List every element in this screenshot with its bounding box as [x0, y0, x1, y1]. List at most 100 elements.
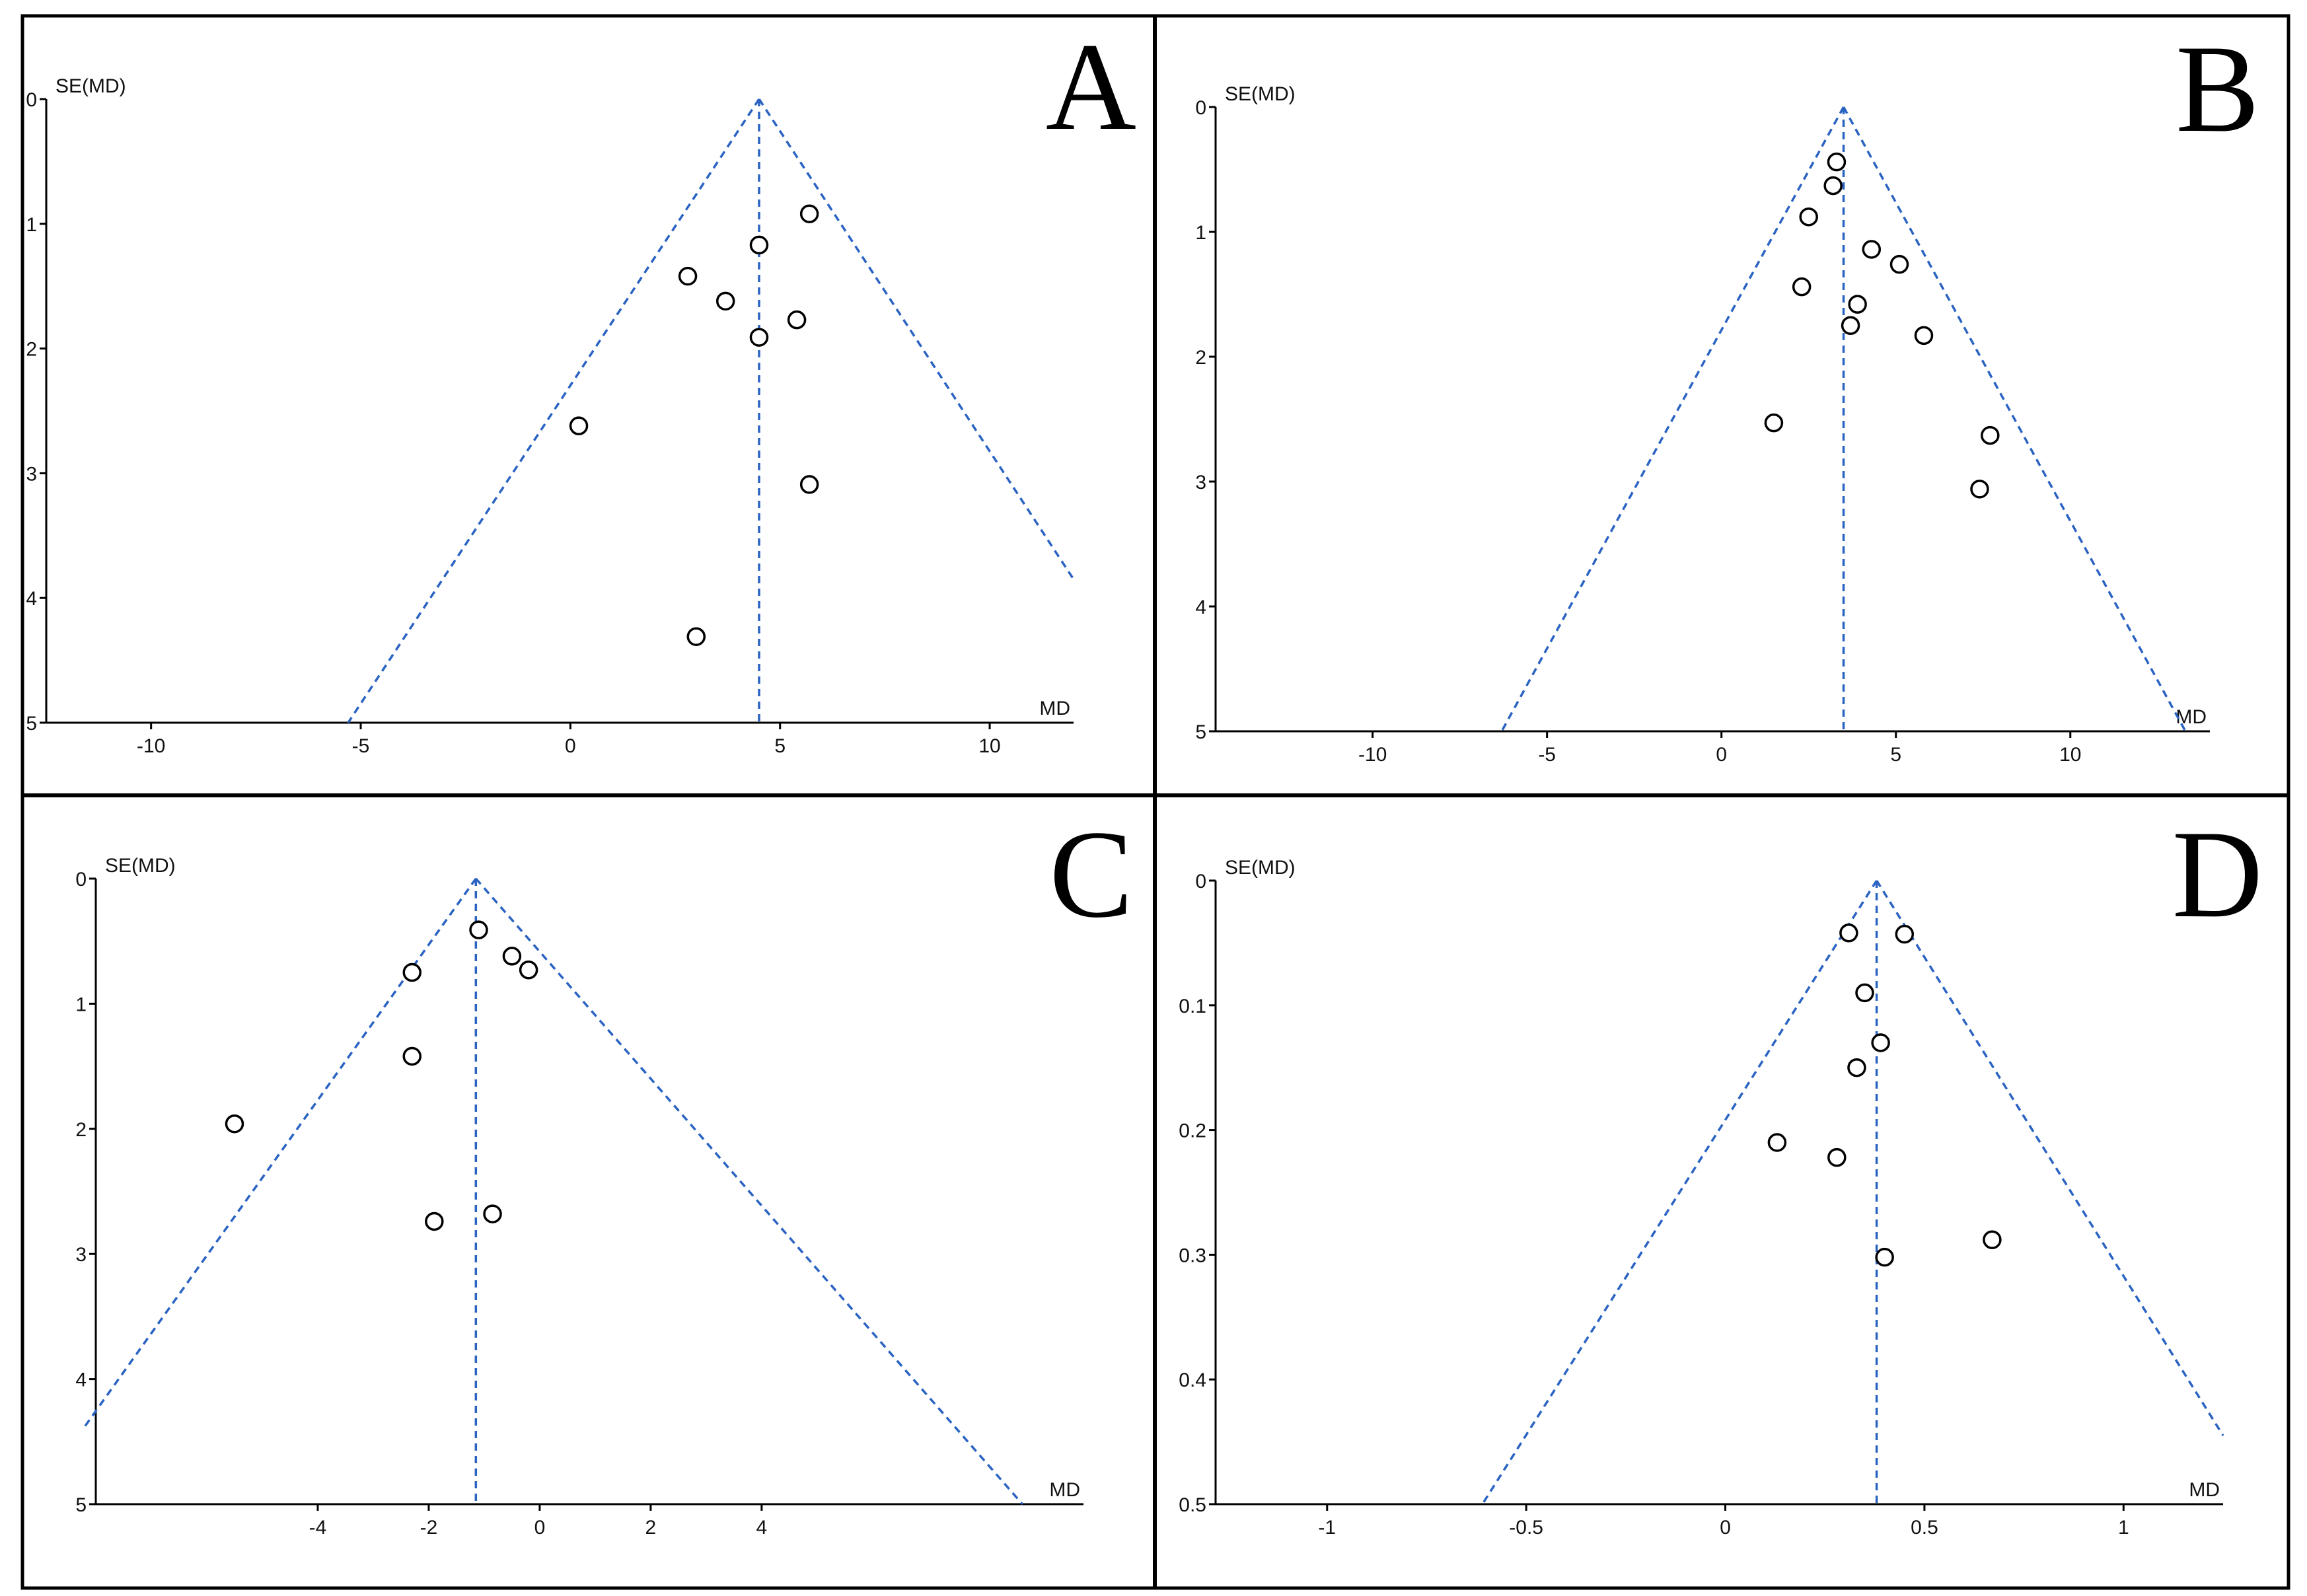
study-point-d-1: [1895, 924, 1915, 944]
funnel-right-edge-d: [1876, 880, 2224, 1437]
study-point-c-6: [483, 1204, 502, 1223]
y-tick-label-d-3: 0.3: [1179, 1245, 1206, 1266]
study-point-d-3: [1871, 1033, 1890, 1052]
y-tick-label-d-5: 0.5: [1179, 1494, 1206, 1516]
y-tick-label-c-1: 1: [75, 994, 87, 1015]
funnel-right-edge-b: [1842, 106, 2187, 732]
study-point-b-4: [1889, 254, 1909, 274]
funnel-right-edge-c: [475, 877, 1023, 1505]
study-point-a-1: [749, 235, 769, 255]
x-tick-label-b-1: -5: [1538, 744, 1556, 766]
study-point-b-6: [1848, 295, 1867, 314]
y-tick-label-d-1: 0.1: [1179, 996, 1206, 1017]
study-point-d-0: [1839, 924, 1858, 943]
funnel-plot-d: 0 0.1 0.2 0.3 0.4 0.5 -1 -0.5 0 0.5 1 SE(MD) MD: [1179, 857, 2224, 1539]
x-tick-label-c-2: 0: [534, 1517, 546, 1539]
x-tick-label-a-0: -10: [137, 735, 165, 757]
panel-label-b: B: [2176, 20, 2259, 159]
x-tick-label-d-1: -0.5: [1509, 1517, 1543, 1539]
y-tick-label-c-2: 2: [75, 1119, 87, 1141]
study-point-b-0: [1827, 152, 1847, 172]
y-tick-label-b-3: 3: [1195, 472, 1206, 493]
funnel-plot-a: 0 1 2 3 4 5 -10 -5 0 5 10 SE(MD) MD: [26, 75, 1075, 757]
y-tick-label-b-1: 1: [1195, 222, 1206, 244]
study-point-c-1: [502, 947, 522, 966]
x-tick-label-b-4: 10: [2059, 744, 2081, 766]
study-point-b-5: [1792, 277, 1812, 297]
y-tick-label-a-3: 3: [26, 463, 37, 485]
x-tick-label-d-4: 1: [2118, 1517, 2129, 1539]
funnel-plot-c: 0 1 2 3 4 5 -4 -2 0 2 4 SE(MD) MD: [75, 855, 1083, 1539]
x-tick-label-c-0: -4: [309, 1517, 327, 1539]
study-point-d-6: [1827, 1147, 1847, 1167]
y-axis-label-d: SE(MD): [1225, 857, 1296, 879]
y-tick-label-c-5: 5: [75, 1494, 87, 1516]
funnel-left-edge-b: [1500, 106, 1845, 732]
y-tick-label-a-5: 5: [26, 713, 37, 735]
x-tick-label-d-0: -1: [1318, 1517, 1336, 1539]
y-axis-label-c: SE(MD): [105, 855, 176, 877]
study-point-b-11: [1970, 480, 1989, 499]
study-point-b-7: [1841, 316, 1860, 335]
x-tick-label-b-3: 5: [1890, 744, 1901, 766]
y-tick-label-a-1: 1: [26, 214, 37, 236]
y-axis-label-b: SE(MD): [1225, 83, 1296, 105]
x-tick-label-a-4: 10: [978, 735, 1000, 757]
study-point-d-2: [1855, 983, 1874, 1003]
study-point-c-2: [519, 961, 538, 980]
x-tick-label-c-3: 2: [645, 1517, 657, 1539]
study-point-c-7: [425, 1212, 444, 1231]
study-point-c-4: [402, 1046, 421, 1066]
x-tick-label-c-1: -2: [420, 1517, 438, 1539]
study-point-a-2: [678, 266, 698, 286]
study-point-b-2: [1799, 207, 1818, 227]
y-tick-label-b-0: 0: [1195, 97, 1206, 119]
study-point-a-5: [749, 328, 769, 347]
funnel-left-edge-d: [1481, 880, 1878, 1505]
panel-label-d: D: [2172, 805, 2263, 944]
study-point-b-1: [1823, 176, 1843, 196]
y-tick-label-c-0: 0: [75, 869, 87, 890]
funnel-plot-b: 0 1 2 3 4 5 -10 -5 0 5 10 SE(MD) MD: [1195, 83, 2210, 766]
y-axis-label-a: SE(MD): [55, 75, 126, 97]
study-point-d-5: [1767, 1133, 1787, 1152]
y-tick-label-c-4: 4: [75, 1369, 87, 1391]
y-tick-label-b-5: 5: [1195, 721, 1206, 743]
x-tick-label-d-3: 0.5: [1911, 1517, 1938, 1539]
study-point-a-8: [686, 627, 706, 646]
x-tick-label-b-0: -10: [1358, 744, 1387, 766]
study-point-a-6: [569, 416, 589, 435]
x-axis-label-b: MD: [2176, 706, 2207, 728]
study-point-b-9: [1764, 413, 1784, 433]
study-point-d-4: [1847, 1058, 1866, 1077]
x-axis-label-c: MD: [1049, 1479, 1080, 1501]
study-point-a-3: [715, 291, 735, 311]
study-point-b-10: [1981, 425, 2000, 445]
x-axis-label-a: MD: [1039, 698, 1070, 719]
y-tick-label-c-3: 3: [75, 1244, 87, 1266]
study-point-a-7: [799, 475, 819, 494]
y-tick-label-a-0: 0: [26, 89, 37, 111]
study-point-a-0: [799, 204, 819, 223]
x-tick-label-d-2: 0: [1720, 1517, 1731, 1539]
panel-label-a: A: [1046, 18, 1136, 157]
study-point-c-5: [225, 1114, 244, 1134]
x-tick-label-a-3: 5: [774, 735, 786, 757]
funnel-right-edge-a: [758, 98, 1075, 580]
y-tick-label-d-2: 0.2: [1179, 1120, 1206, 1142]
y-tick-label-b-2: 2: [1195, 347, 1206, 369]
study-point-d-8: [1875, 1247, 1894, 1267]
y-tick-label-d-0: 0: [1195, 871, 1206, 892]
panel-borders: [20, 14, 2290, 1590]
study-point-c-3: [402, 962, 421, 982]
y-tick-label-d-4: 0.4: [1179, 1369, 1206, 1391]
x-tick-label-a-2: 0: [565, 735, 576, 757]
study-point-b-3: [1862, 240, 1882, 259]
y-tick-label-b-4: 4: [1195, 597, 1206, 618]
x-tick-label-a-1: -5: [352, 735, 370, 757]
y-tick-label-a-2: 2: [26, 339, 37, 361]
x-tick-label-b-2: 0: [1716, 744, 1727, 766]
study-point-b-8: [1914, 326, 1934, 345]
